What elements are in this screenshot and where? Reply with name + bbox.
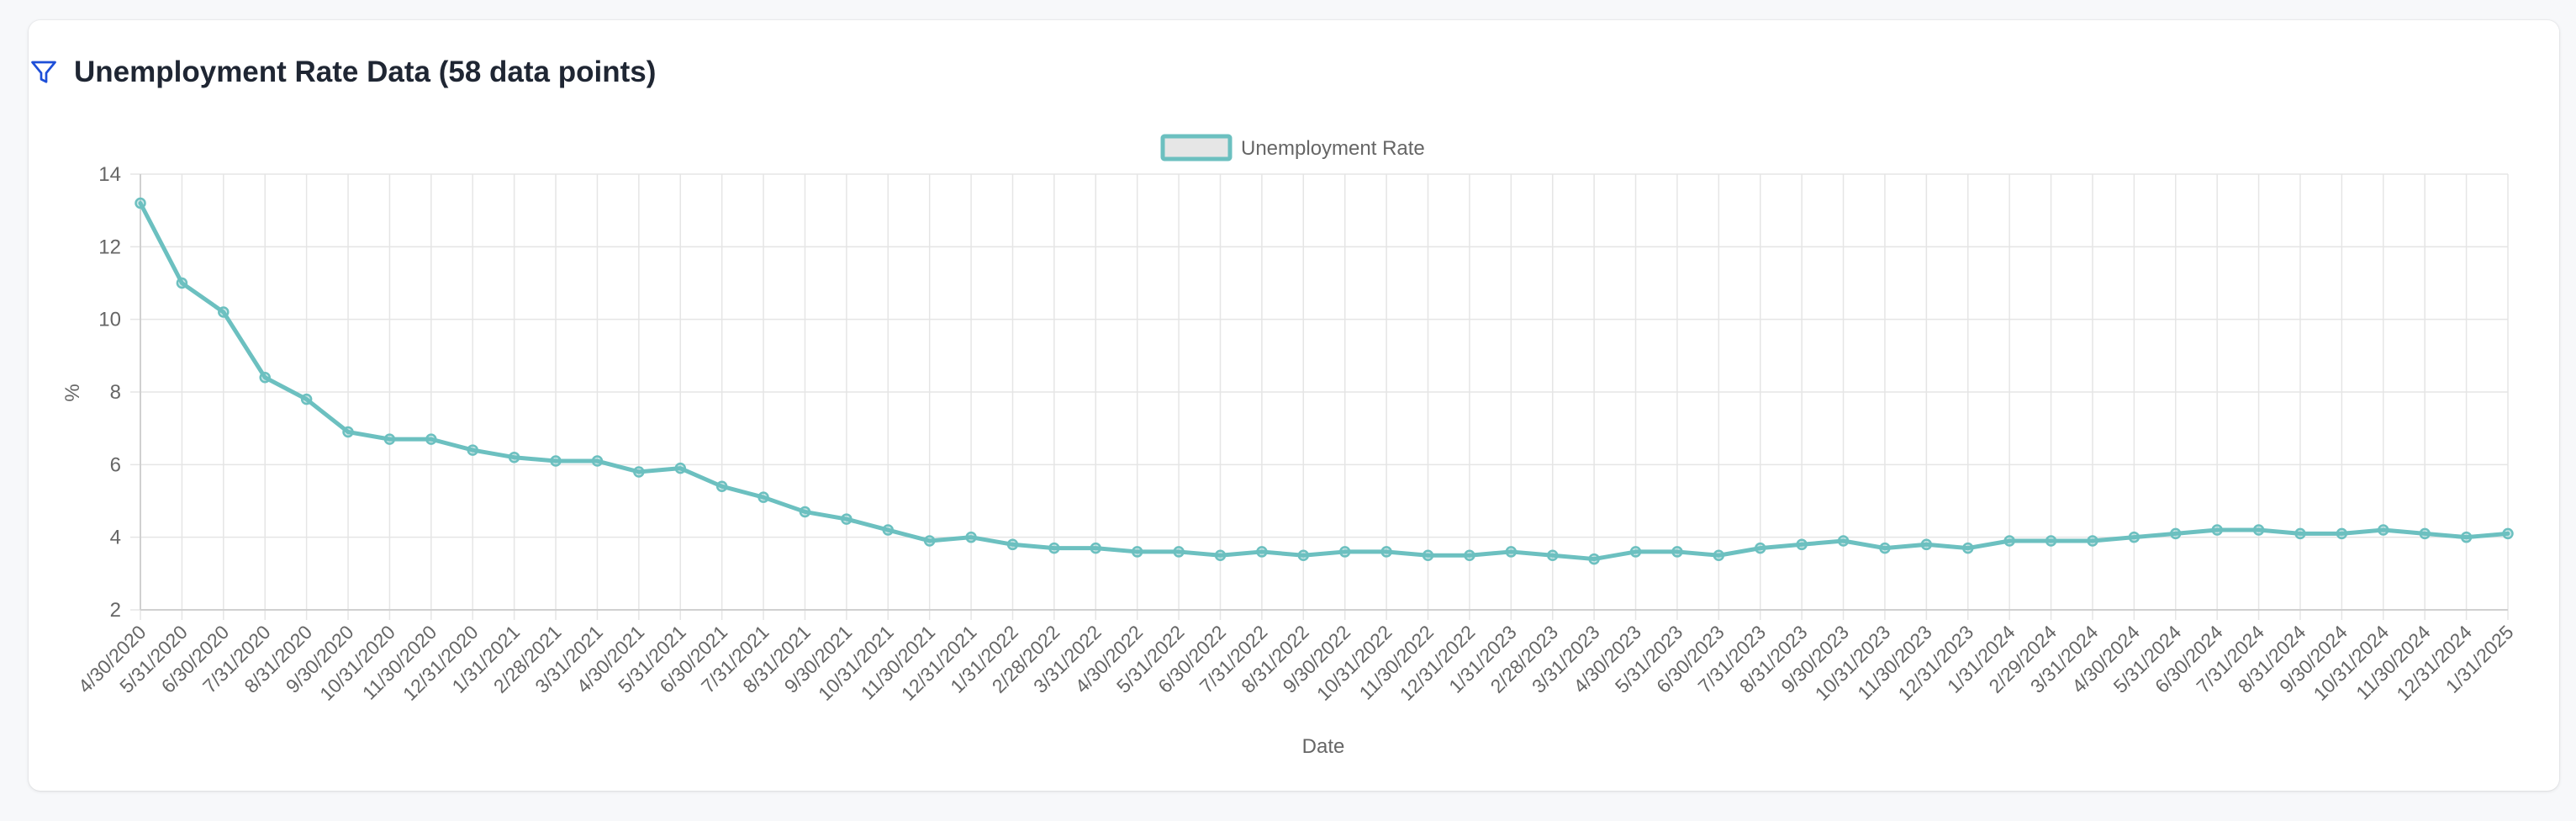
data-point bbox=[1629, 546, 1642, 558]
axes bbox=[140, 174, 2508, 611]
data-point bbox=[1173, 546, 1185, 558]
legend-swatch[interactable] bbox=[1160, 134, 1233, 162]
data-point bbox=[923, 535, 936, 547]
data-point bbox=[633, 466, 645, 478]
y-tick-label: 14 bbox=[98, 163, 121, 186]
data-point bbox=[1546, 549, 1559, 561]
legend-label[interactable]: Unemployment Rate bbox=[1241, 137, 1425, 160]
y-tick-label: 4 bbox=[110, 527, 121, 549]
x-axis-ticks: 4/30/20205/31/20206/30/20207/31/20208/31… bbox=[74, 621, 2518, 705]
x-axis-title: Date bbox=[1302, 735, 1345, 758]
data-point bbox=[841, 513, 853, 525]
chart-legend[interactable]: Unemployment Rate bbox=[1160, 134, 1425, 162]
data-points bbox=[135, 197, 2514, 565]
data-point bbox=[2003, 535, 2015, 547]
data-point bbox=[467, 444, 478, 456]
data-point bbox=[383, 433, 396, 445]
data-point bbox=[1256, 546, 1268, 558]
series-line-unemployment-rate bbox=[138, 201, 2510, 562]
data-point bbox=[2252, 524, 2265, 536]
data-point bbox=[135, 197, 146, 209]
data-point bbox=[1131, 546, 1143, 558]
data-point bbox=[1214, 549, 1227, 561]
y-tick-label: 8 bbox=[110, 381, 121, 404]
data-point bbox=[674, 462, 686, 474]
y-axis-ticks: 2 4 6 8 10 12 14 bbox=[98, 163, 121, 622]
data-point bbox=[965, 531, 977, 543]
data-point bbox=[508, 451, 520, 463]
filter-icon[interactable] bbox=[29, 57, 59, 87]
data-point bbox=[2087, 535, 2098, 547]
data-point bbox=[1338, 546, 1351, 558]
data-point bbox=[1048, 542, 1060, 554]
data-point bbox=[300, 393, 313, 405]
data-point bbox=[1297, 549, 1310, 561]
y-axis-title: % bbox=[61, 384, 84, 401]
data-point bbox=[2378, 524, 2389, 536]
data-point bbox=[1879, 542, 1891, 554]
data-point bbox=[882, 524, 895, 536]
data-point bbox=[2045, 535, 2057, 547]
data-point bbox=[1090, 542, 1102, 554]
data-point bbox=[218, 306, 230, 318]
data-point bbox=[2211, 524, 2223, 536]
data-point bbox=[1754, 542, 1766, 554]
data-point bbox=[550, 455, 562, 467]
grid-lines bbox=[130, 173, 2509, 620]
data-point bbox=[1380, 546, 1392, 558]
data-point bbox=[2336, 527, 2348, 540]
data-point bbox=[342, 426, 354, 438]
data-point bbox=[2460, 531, 2473, 543]
data-point bbox=[259, 371, 271, 384]
data-point bbox=[799, 506, 811, 518]
data-point bbox=[2128, 531, 2141, 543]
data-point bbox=[2502, 527, 2514, 540]
data-point bbox=[1588, 553, 1600, 565]
data-point bbox=[176, 277, 188, 289]
data-point bbox=[1796, 538, 1808, 551]
data-point bbox=[2419, 527, 2431, 540]
y-tick-label: 10 bbox=[98, 309, 121, 331]
data-point bbox=[1713, 549, 1725, 561]
data-point bbox=[591, 455, 604, 467]
data-point bbox=[1962, 542, 1974, 554]
data-point bbox=[1422, 549, 1434, 561]
chart-card bbox=[29, 20, 2559, 791]
y-tick-label: 6 bbox=[110, 453, 121, 476]
data-point bbox=[757, 491, 769, 503]
data-point bbox=[1464, 549, 1475, 561]
data-point bbox=[425, 433, 437, 445]
chart-card-title: Unemployment Rate Data (58 data points) bbox=[74, 56, 657, 88]
data-point bbox=[715, 480, 728, 492]
data-point bbox=[1505, 546, 1518, 558]
data-point bbox=[1006, 538, 1019, 551]
data-point bbox=[1920, 538, 1933, 551]
data-point bbox=[2294, 527, 2306, 540]
data-point bbox=[1837, 535, 1850, 547]
y-tick-label: 12 bbox=[98, 236, 121, 258]
card-header: Unemployment Rate Data (58 data points) bbox=[29, 49, 656, 96]
y-tick-label: 2 bbox=[110, 599, 121, 622]
data-point bbox=[2170, 527, 2182, 540]
data-point bbox=[1671, 546, 1683, 558]
